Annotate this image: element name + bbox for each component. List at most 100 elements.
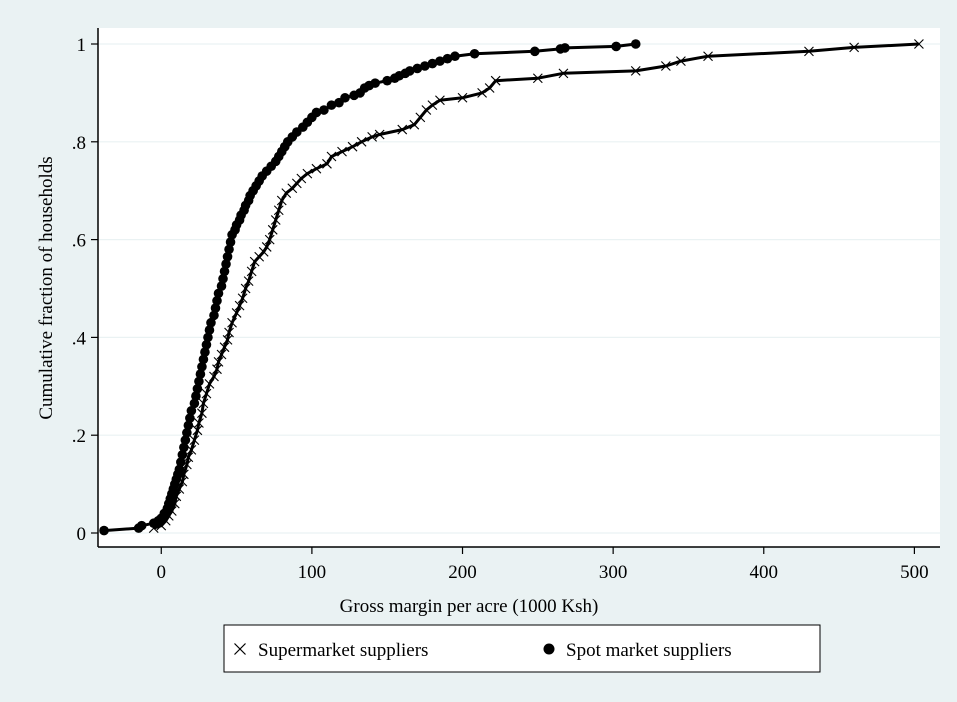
data-point <box>435 56 445 66</box>
data-point <box>198 398 209 409</box>
data-point <box>189 435 200 445</box>
legend-item: Supermarket suppliers <box>234 640 428 661</box>
data-point <box>194 376 204 387</box>
data-point <box>243 276 254 287</box>
data-point <box>206 317 216 328</box>
y-tick-label: .6 <box>72 231 86 252</box>
data-point <box>182 427 192 438</box>
data-point <box>273 205 284 216</box>
data-point <box>412 63 423 74</box>
data-point <box>530 46 540 57</box>
data-point <box>558 68 569 79</box>
data-point <box>914 39 924 49</box>
data-point <box>258 246 269 257</box>
data-point <box>420 61 430 71</box>
data-point <box>409 119 420 130</box>
data-point <box>197 408 207 419</box>
data-point <box>490 75 501 86</box>
data-point <box>186 405 197 416</box>
data-point <box>174 464 185 475</box>
x-axis-ticks: 0 100 200 300 400 500 <box>157 547 929 583</box>
x-tick-label: 100 <box>298 562 327 583</box>
legend-marker <box>543 643 555 655</box>
data-point <box>457 92 468 103</box>
data-point <box>397 124 408 135</box>
x-axis-title: Gross margin per acre (1000 Ksh) <box>340 596 599 617</box>
data-point <box>218 273 228 284</box>
data-point <box>136 520 147 531</box>
legend-box <box>223 624 821 673</box>
data-point <box>224 327 234 338</box>
data-point <box>370 78 380 88</box>
data-point <box>849 42 860 53</box>
data-point <box>611 41 621 52</box>
data-point <box>703 51 713 62</box>
data-point <box>296 173 307 184</box>
data-point <box>201 339 212 350</box>
data-point <box>189 398 200 409</box>
series-layer <box>99 39 924 536</box>
data-point <box>227 317 237 328</box>
data-point <box>302 168 313 179</box>
data-point <box>191 391 201 401</box>
series-spot-market <box>99 39 641 536</box>
data-point <box>404 66 415 76</box>
data-point <box>180 435 191 445</box>
data-point <box>194 418 204 428</box>
y-tick-label: .8 <box>72 133 86 154</box>
data-point <box>216 281 227 291</box>
data-point <box>197 361 207 372</box>
data-point <box>311 107 322 118</box>
x-tick-label: 400 <box>750 562 779 583</box>
y-tick-label: .2 <box>72 426 86 447</box>
gridlines <box>98 43 940 534</box>
data-point <box>213 288 224 299</box>
data-point <box>203 332 213 343</box>
data-point <box>322 158 332 169</box>
data-point <box>442 53 453 64</box>
data-point <box>219 342 230 353</box>
data-point <box>261 242 272 252</box>
x-tick-label: 500 <box>900 562 929 583</box>
data-point <box>177 449 188 460</box>
data-point <box>234 300 245 311</box>
data-point <box>201 388 212 399</box>
data-point <box>477 88 487 98</box>
data-point <box>340 92 350 103</box>
data-point <box>367 132 378 142</box>
data-point <box>212 295 222 306</box>
data-point <box>532 73 543 84</box>
data-point <box>183 420 194 431</box>
data-point <box>231 308 242 318</box>
data-point <box>319 105 329 115</box>
data-point <box>198 354 209 365</box>
data-point <box>216 349 227 360</box>
y-axis-ticks: 0 .2 .4 .6 .8 1 <box>72 35 98 545</box>
legend-label: Supermarket suppliers <box>258 640 428 661</box>
data-point <box>804 46 814 57</box>
data-point <box>450 51 460 62</box>
data-point <box>469 48 480 59</box>
data-point <box>270 215 281 225</box>
data-point <box>276 195 287 206</box>
data-point <box>209 310 219 321</box>
data-point <box>347 141 358 152</box>
data-point <box>209 371 219 382</box>
data-point <box>192 383 203 394</box>
data-point <box>264 234 275 245</box>
data-point <box>427 100 438 111</box>
data-point <box>204 378 215 389</box>
y-tick-label: 0 <box>77 524 87 545</box>
legend-label: Spot market suppliers <box>566 640 732 661</box>
data-point <box>240 283 251 294</box>
series-supermarket <box>148 39 924 533</box>
data-point <box>435 95 445 106</box>
data-point <box>421 105 432 115</box>
data-point <box>382 75 393 86</box>
data-point <box>200 347 210 357</box>
data-point <box>221 259 231 269</box>
data-point <box>224 244 234 255</box>
data-point <box>210 303 221 313</box>
y-axis-title: Cumulative fraction of households <box>36 156 57 419</box>
data-point <box>337 146 347 157</box>
